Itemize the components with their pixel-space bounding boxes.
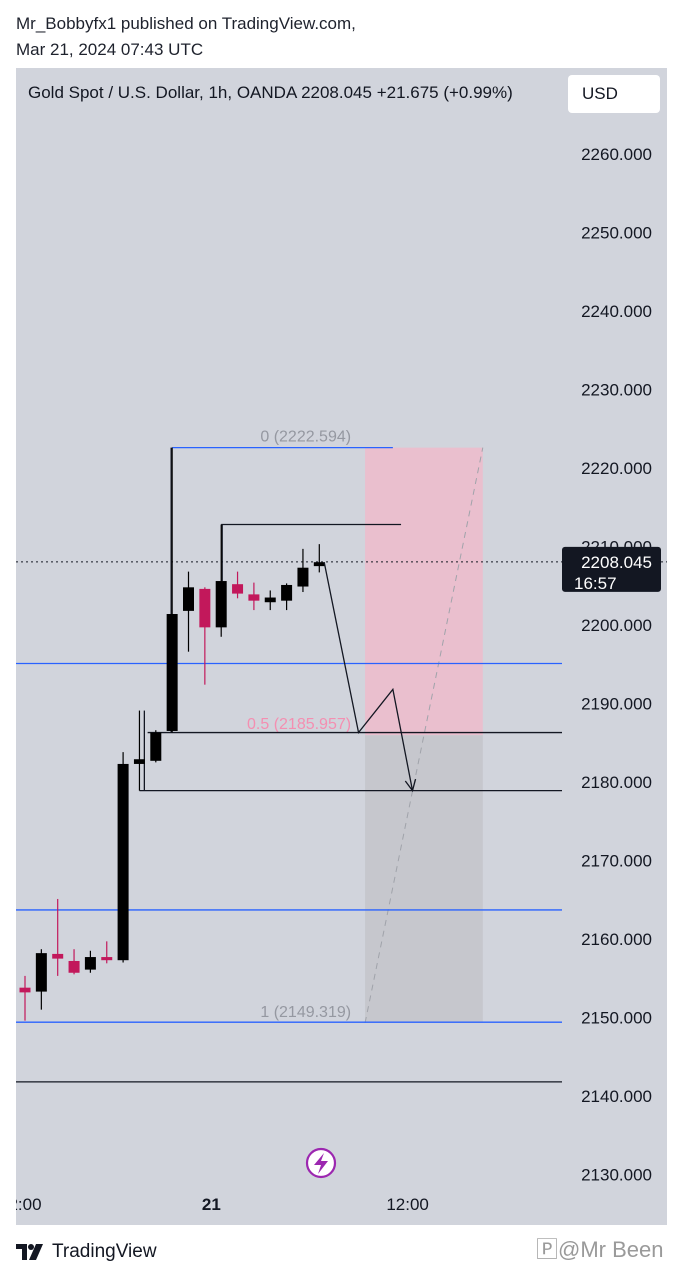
projection-path[interactable] — [323, 562, 414, 791]
candle-body[interactable] — [232, 584, 244, 594]
fib-level-label: 1 (2149.319) — [260, 1004, 351, 1021]
price-axis-label: 2160.000 — [581, 930, 652, 949]
price-axis-label: 2130.000 — [581, 1166, 652, 1185]
publish-date: Mar 21, 2024 07:43 UTC — [16, 40, 204, 59]
price-axis-label: 2140.000 — [581, 1087, 652, 1106]
candle-body[interactable] — [35, 953, 47, 992]
price-axis-label: 2250.000 — [581, 224, 652, 243]
chart-canvas[interactable]: 0 (2222.594) 0.5 (2185.957) 1 (2149.319) 22… — [16, 68, 667, 1225]
candle-body[interactable] — [52, 953, 64, 959]
candle-body[interactable] — [215, 581, 227, 628]
currency-button[interactable]: USD — [568, 75, 660, 113]
time-axis-label: 12:00 — [386, 1195, 429, 1214]
tradingview-label: TradingView — [52, 1241, 157, 1262]
symbol-info: Gold Spot / U.S. Dollar, 1h, OANDA 2208.… — [28, 83, 513, 102]
candle-body[interactable] — [133, 759, 145, 764]
price-axis-label: 2230.000 — [581, 381, 652, 400]
candle-body[interactable] — [199, 588, 211, 628]
price-axis-label: 2200.000 — [581, 616, 652, 635]
projection-arrow-head — [404, 778, 417, 793]
price-axis-label: 2240.000 — [581, 302, 652, 321]
fib-zone-upper — [365, 447, 483, 736]
candle-body[interactable] — [68, 960, 80, 973]
last-price-tag — [562, 546, 661, 592]
fib-trend-line — [364, 447, 484, 1023]
price-axis-label: 2170.000 — [581, 852, 652, 871]
watermark: 🄿@Mr Been — [536, 1237, 664, 1262]
fib-zone-lower — [365, 735, 483, 1023]
last-price-value: 2208.045 — [581, 553, 652, 572]
publisher-line: Mr_Bobbyfx1 published on TradingView.com… — [16, 14, 356, 33]
tradingview-brand[interactable]: TradingView — [16, 1241, 157, 1263]
price-axis-label: 2220.000 — [581, 459, 652, 478]
bar-countdown: 16:57 — [574, 574, 617, 593]
candle-body[interactable] — [84, 957, 96, 970]
candle-body[interactable] — [19, 987, 31, 993]
price-axis-label: 2190.000 — [581, 695, 652, 714]
price-axis-label: 2150.000 — [581, 1009, 652, 1028]
fib-level-label: 0.5 (2185.957) — [247, 716, 351, 733]
time-axis-label: 21 — [202, 1195, 221, 1214]
tradingview-logo-icon — [16, 1244, 43, 1260]
price-axis-label: 2260.000 — [581, 145, 652, 164]
candle-body[interactable] — [117, 763, 129, 961]
candle-body[interactable] — [150, 732, 162, 761]
fib-level-label: 0 (2222.594) — [260, 429, 351, 446]
candle-body[interactable] — [101, 957, 113, 961]
candle-body[interactable] — [313, 562, 325, 567]
candle-body[interactable] — [264, 597, 276, 603]
time-axis-label: 2:00 — [16, 1195, 42, 1214]
lightning-icon — [314, 1153, 328, 1174]
candle-body[interactable] — [297, 567, 309, 587]
candle-body[interactable] — [281, 584, 293, 601]
candle-body[interactable] — [166, 614, 178, 731]
candle-body[interactable] — [183, 587, 194, 611]
candle-body[interactable] — [248, 594, 260, 601]
chart-area[interactable]: 0 (2222.594) 0.5 (2185.957) 1 (2149.319) 22… — [16, 68, 667, 1225]
price-axis-label: 2180.000 — [581, 773, 652, 792]
